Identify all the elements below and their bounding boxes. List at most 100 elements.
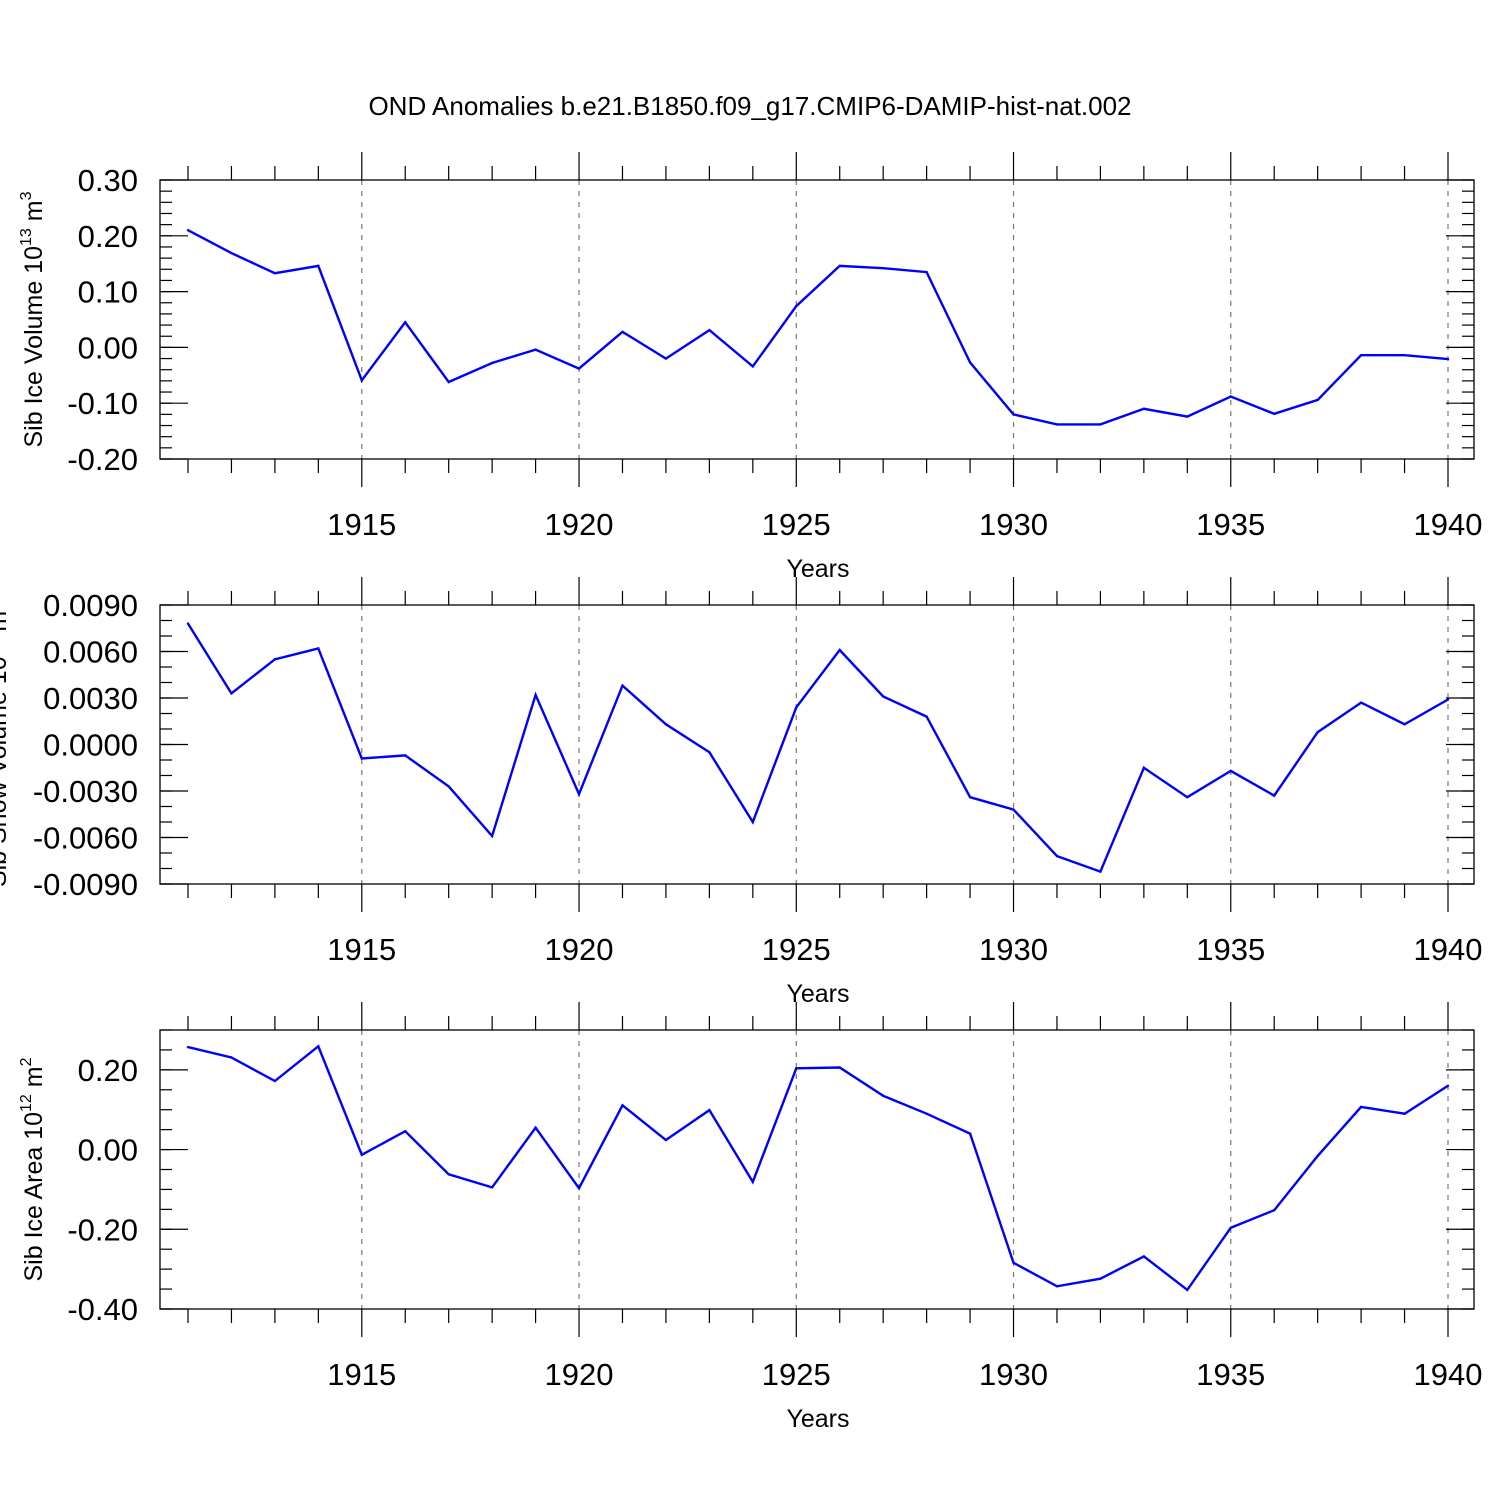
data-point	[1229, 1226, 1232, 1229]
data-point	[1359, 354, 1363, 357]
data-point	[490, 834, 494, 838]
series-line	[187, 1044, 1449, 1292]
data-point	[360, 757, 363, 760]
data-point	[925, 715, 928, 718]
data-point	[1316, 398, 1319, 402]
data-point	[1403, 1112, 1406, 1115]
y-tick-label: 0.0030	[43, 681, 138, 716]
plot-frame	[159, 179, 1475, 460]
data-point	[404, 1130, 407, 1133]
x-tick-label: 1940	[1414, 1357, 1483, 1392]
x-tick-label: 1925	[762, 507, 831, 542]
y-tick-label: -0.40	[67, 1292, 138, 1327]
data-point	[1446, 357, 1450, 361]
data-point	[621, 330, 624, 333]
y-tick-label: 0.10	[78, 275, 138, 310]
data-point	[708, 751, 711, 754]
data-point	[1186, 415, 1189, 418]
x-tick-label: 1915	[327, 932, 396, 967]
y-tick-label: 0.0060	[43, 635, 138, 670]
data-point	[317, 647, 320, 650]
data-point	[230, 692, 233, 695]
x-tick-label: 1925	[762, 932, 831, 967]
data-point	[1012, 413, 1015, 416]
data-point	[881, 266, 885, 270]
data-point	[1142, 407, 1146, 410]
data-point	[577, 367, 581, 370]
y-axis-label: Sib Ice Area 1012 m2	[18, 1057, 48, 1281]
data-point	[577, 1187, 581, 1190]
data-point	[1273, 1208, 1276, 1212]
data-point	[881, 1094, 885, 1097]
data-point	[1446, 1084, 1450, 1088]
chart-title: OND Anomalies b.e21.B1850.f09_g17.CMIP6-…	[368, 91, 1131, 121]
x-tick-label: 1940	[1414, 932, 1483, 967]
x-tick-label: 1915	[327, 1357, 396, 1392]
data-point	[621, 1104, 624, 1107]
data-point	[360, 1153, 363, 1156]
data-point	[1099, 423, 1102, 426]
data-point	[968, 361, 972, 364]
data-point	[186, 622, 190, 625]
x-tick-label: 1935	[1196, 932, 1265, 967]
plot-frame	[159, 1029, 1475, 1310]
data-point	[1273, 794, 1276, 797]
data-point	[186, 229, 190, 232]
y-tick-label: -0.0060	[33, 821, 138, 856]
data-point	[404, 754, 407, 757]
data-point	[1229, 769, 1232, 773]
data-point	[273, 658, 277, 661]
data-point	[795, 304, 798, 308]
data-point	[1186, 796, 1189, 799]
data-point	[273, 271, 277, 275]
data-point	[968, 796, 972, 799]
y-tick-label: 0.20	[78, 1053, 138, 1088]
data-point	[664, 357, 668, 360]
y-tick-label: 0.20	[78, 219, 138, 254]
data-point	[664, 1138, 668, 1142]
data-point	[230, 251, 233, 255]
y-axis-label: Sib Ice Volume 1013 m3	[18, 191, 48, 447]
data-point	[925, 270, 928, 274]
data-point	[1316, 1154, 1319, 1158]
data-point	[534, 1126, 537, 1129]
data-point	[490, 1186, 494, 1189]
y-tick-label: 0.30	[78, 163, 138, 198]
x-tick-label: 1935	[1196, 507, 1265, 542]
y-tick-label: 0.00	[78, 1133, 138, 1168]
data-point	[1403, 723, 1406, 726]
data-point	[230, 1056, 233, 1059]
data-point	[751, 1180, 755, 1184]
panel-1: -0.20 -0.10 0.00 0.10 0.20 0.30 1915 1920 1925 19…	[18, 152, 1482, 583]
data-point	[708, 328, 711, 332]
x-tick-label: 1920	[545, 1357, 614, 1392]
x-tick-label: 1925	[762, 1357, 831, 1392]
data-point	[1446, 698, 1450, 701]
data-point	[1012, 808, 1015, 811]
data-point	[447, 380, 450, 384]
data-point	[1099, 1277, 1102, 1280]
y-tick-label: 0.00	[78, 330, 138, 365]
data-point	[1403, 354, 1406, 357]
series-line	[187, 229, 1449, 426]
data-point	[621, 684, 624, 687]
x-axis-label: Years	[786, 555, 849, 583]
data-point	[317, 264, 320, 268]
panels: -0.20 -0.10 0.00 0.10 0.20 0.30 1915 1920 1925 19…	[0, 152, 1482, 1433]
data-point	[795, 706, 798, 709]
data-point	[838, 648, 841, 652]
data-point	[1099, 870, 1102, 873]
y-tick-label: -0.0030	[33, 774, 138, 809]
x-tick-label: 1940	[1414, 507, 1483, 542]
y-tick-label: -0.0090	[33, 867, 138, 902]
y-tick-label: -0.10	[67, 386, 138, 421]
data-point	[447, 785, 450, 788]
data-point	[317, 1045, 320, 1048]
data-point	[1273, 412, 1276, 416]
data-point	[1316, 730, 1319, 734]
x-tick-label: 1920	[545, 932, 614, 967]
data-point	[664, 723, 668, 726]
data-point	[1055, 854, 1059, 858]
x-tick-label: 1935	[1196, 1357, 1265, 1392]
data-point	[1055, 423, 1059, 426]
